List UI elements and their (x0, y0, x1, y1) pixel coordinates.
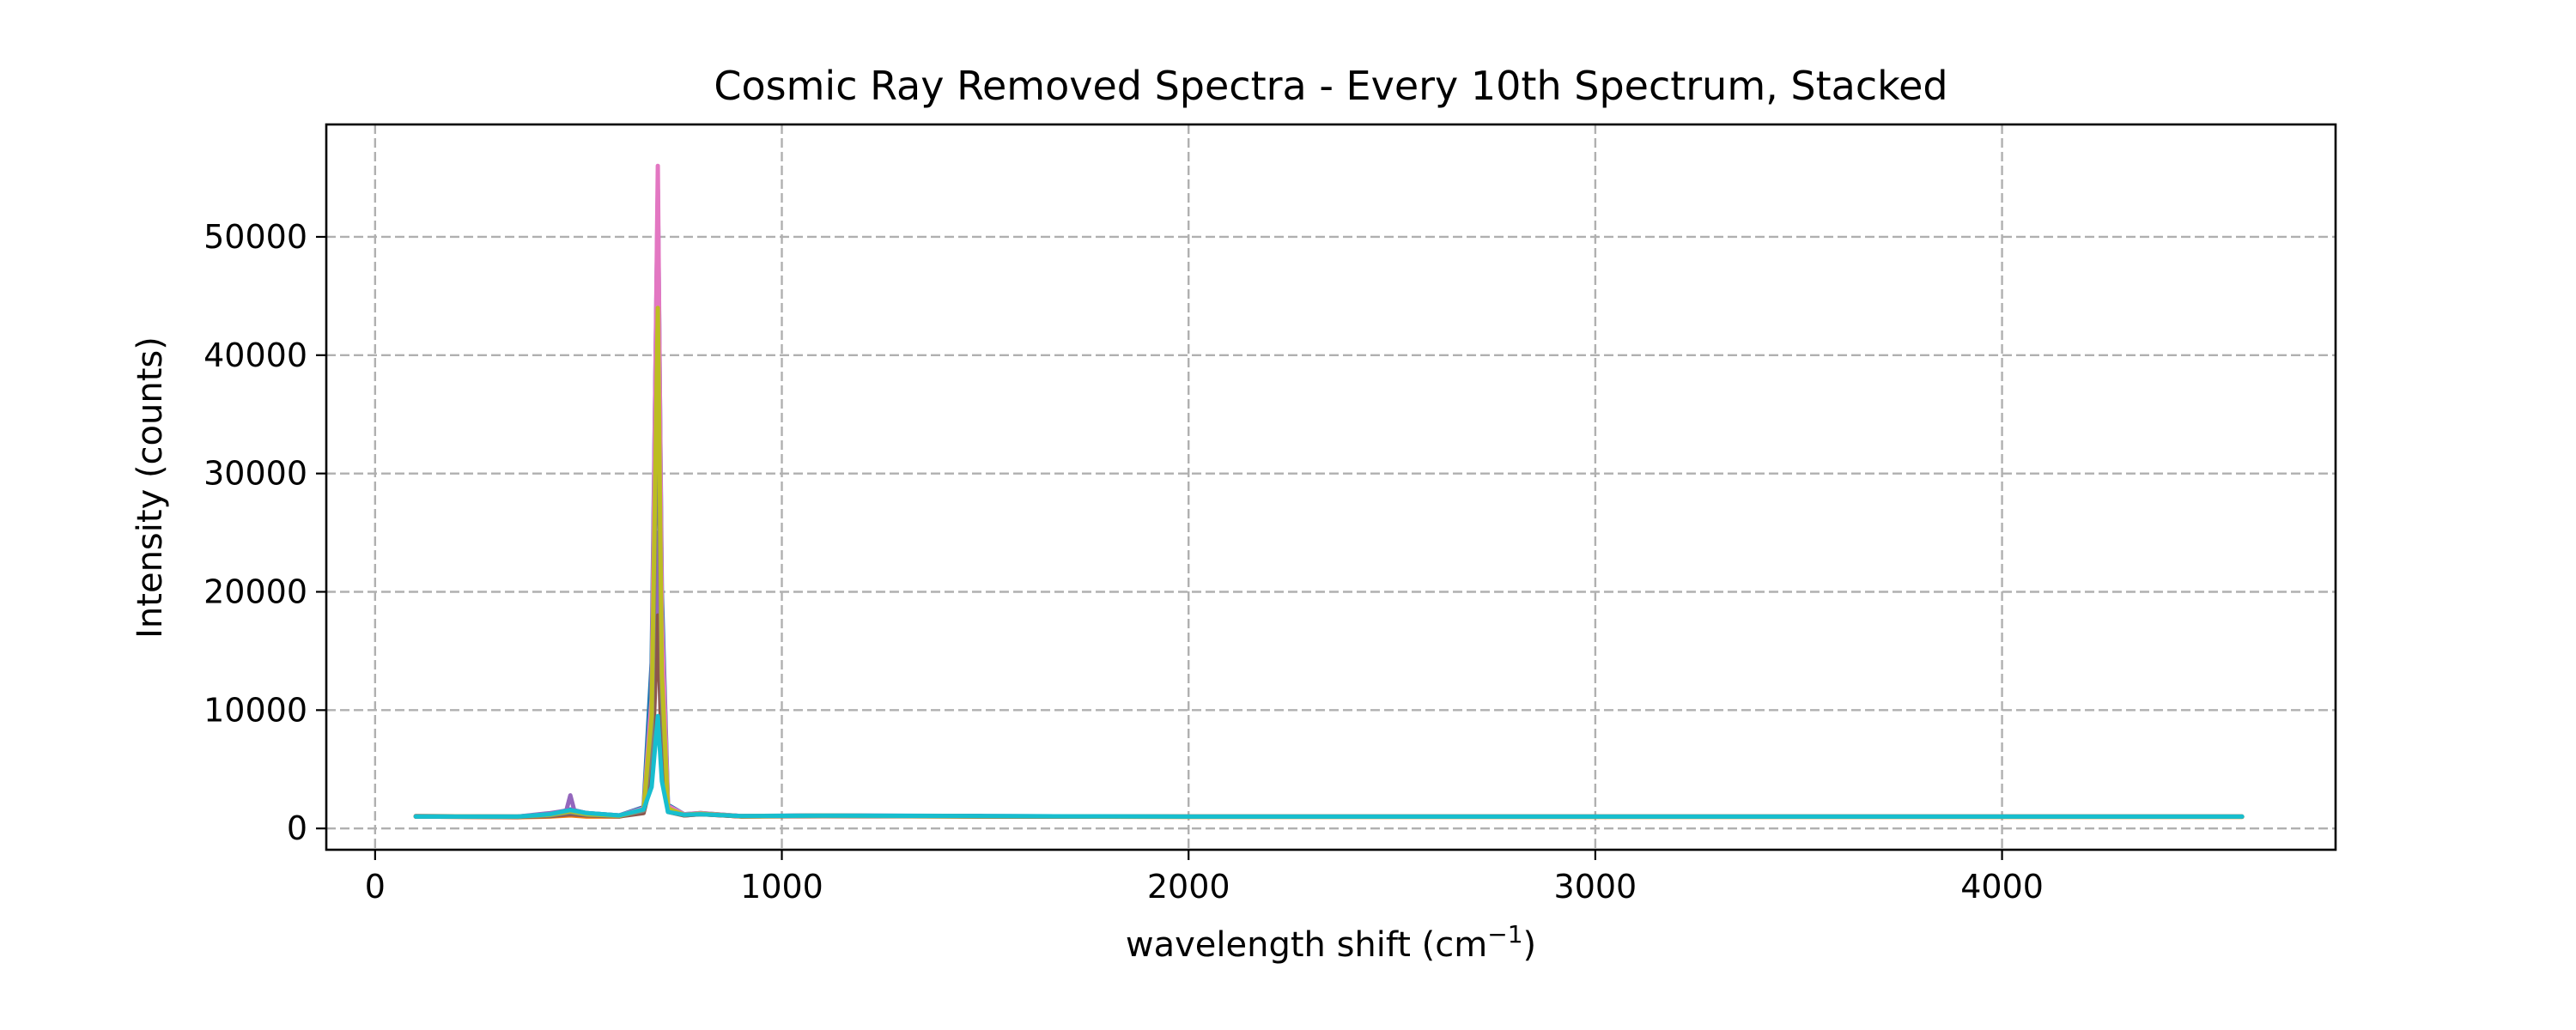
spectrum-line-10 (413, 713, 2245, 819)
spectrum-line-4 (413, 542, 2245, 820)
spectrum-line-3 (413, 246, 2245, 819)
x-axis-label-main: wavelength shift (cm (1126, 925, 1487, 965)
spectrum-line-8 (413, 376, 2245, 819)
spectrum-line-2 (413, 210, 2245, 820)
y-axis-ticks: 0 10000 20000 30000 40000 50000 (204, 218, 326, 847)
y-tick-label: 0 (287, 809, 307, 847)
x-axis-label: wavelength shift (cm−1) (1126, 920, 1536, 965)
chart-title: Cosmic Ray Removed Spectra - Every 10th … (714, 63, 1947, 109)
x-tick-label: 3000 (1554, 868, 1637, 906)
x-axis-label-suffix: ) (1523, 925, 1537, 965)
y-tick-label: 20000 (204, 573, 307, 610)
spectrum-line-6 (413, 613, 2245, 820)
y-tick-label: 50000 (204, 218, 307, 256)
y-axis-label: Intensity (counts) (131, 336, 170, 639)
x-tick-label: 1000 (740, 868, 823, 906)
x-tick-label: 4000 (1960, 868, 2044, 906)
y-tick-label: 30000 (204, 455, 307, 493)
y-tick-label: 40000 (204, 336, 307, 374)
spectrum-line-9 (413, 306, 2245, 819)
x-tick-label: 0 (365, 868, 386, 906)
series-layer (413, 163, 2245, 820)
spectrum-line-7 (413, 163, 2245, 819)
spectrum-line-1 (413, 187, 2245, 819)
plot-frame (325, 123, 2337, 851)
x-tick-label: 2000 (1147, 868, 1230, 906)
y-tick-label: 10000 (204, 691, 307, 729)
x-axis-ticks: 0 1000 2000 3000 4000 (365, 850, 2044, 906)
spectrum-line-5 (413, 530, 2245, 819)
x-axis-label-superscript: −1 (1487, 920, 1522, 948)
grid (326, 124, 2336, 850)
